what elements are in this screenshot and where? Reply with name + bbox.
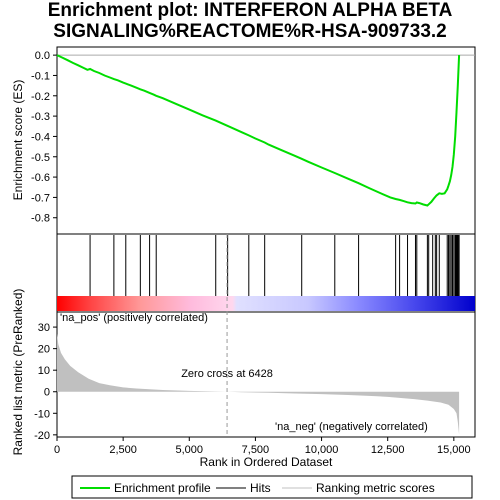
x-tick-label: 12,500 (371, 444, 405, 456)
es-y-tick-label: -0.6 (31, 172, 50, 184)
x-axis-label: Rank in Ordered Dataset (200, 455, 333, 469)
metric-y-axis: 30 20 10 0 -10 -20 (34, 322, 57, 442)
legend-hits-label: Hits (250, 481, 271, 495)
metric-y-tick-label: 10 (38, 365, 50, 377)
hits-marks (89, 235, 460, 296)
es-y-tick-label: -0.5 (31, 152, 50, 164)
legend-metric-label: Ranking metric scores (316, 481, 435, 495)
chart-title: Enrichment plot: INTERFERON ALPHA BETA S… (0, 0, 500, 42)
pos-correlated-label: 'na_pos' (positively correlated) (60, 312, 208, 324)
x-axis: 0 2,500 5,000 7,500 10,000 12,500 15,000 (54, 437, 471, 456)
rank-color-bar (57, 296, 475, 311)
metric-y-axis-label: Ranked list metric (PreRanked) (11, 289, 25, 456)
metric-y-tick-label: -10 (34, 408, 50, 420)
es-y-tick-label: -0.2 (31, 91, 50, 103)
es-panel-frame (56, 46, 476, 235)
legend-box (71, 475, 473, 499)
enrichment-profile-line (56, 54, 461, 207)
es-y-tick-label: 0.0 (35, 50, 50, 62)
metric-y-tick-label: 30 (38, 322, 50, 334)
x-tick-label: 7,500 (242, 444, 270, 456)
neg-correlated-label: 'na_neg' (negatively correlated) (275, 421, 428, 433)
es-y-tick-label: -0.8 (31, 213, 50, 225)
metric-y-tick-label: -20 (34, 430, 50, 442)
es-y-tick-label: -0.4 (31, 131, 50, 143)
x-tick-label: 15,000 (437, 444, 471, 456)
es-y-axis-label: Enrichment score (ES) (11, 80, 25, 201)
legend-profile-label: Enrichment profile (114, 481, 211, 495)
metric-y-tick-label: 20 (38, 344, 50, 356)
ranking-metric-area (57, 333, 460, 435)
x-tick-label: 0 (54, 444, 60, 456)
x-tick-label: 5,000 (176, 444, 204, 456)
title-line-1: Enrichment plot: INTERFERON ALPHA BETA (47, 0, 453, 21)
es-y-tick-label: -0.1 (31, 70, 50, 82)
title-line-2: SIGNALING%REACTOME%R-HSA-909733.2 (53, 21, 447, 42)
es-y-tick-label: -0.3 (31, 111, 50, 123)
legend: Enrichment profile Hits Ranking metric s… (71, 475, 473, 499)
metric-y-tick-label: 0 (44, 387, 50, 399)
zero-cross-label: Zero cross at 6428 (181, 368, 273, 380)
es-y-tick-label: -0.7 (31, 192, 50, 204)
x-tick-label: 2,500 (109, 444, 137, 456)
x-tick-label: 10,000 (305, 444, 339, 456)
es-y-axis: 0.0 -0.1 -0.2 -0.3 -0.4 -0.5 -0.6 -0.7 -0.8 (31, 50, 57, 225)
